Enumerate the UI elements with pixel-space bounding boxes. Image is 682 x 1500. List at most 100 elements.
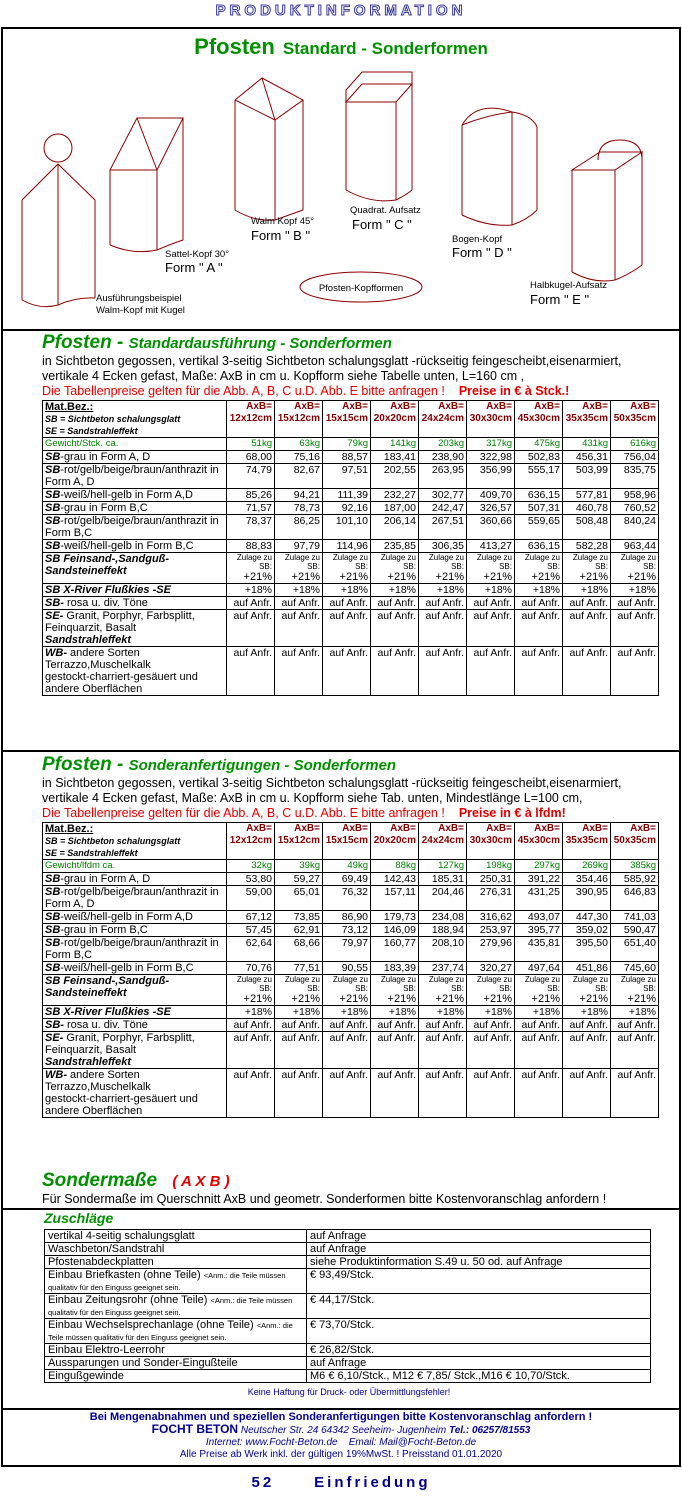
surcharge-label: Einbau Wechselsprechanlage (ohne Teile) …	[44, 1318, 307, 1344]
section-line: in Sichtbeton gegossen, vertikal 3-seiti…	[42, 776, 622, 790]
row-tail: Sandstrahleffekt	[45, 634, 131, 646]
row-cell: auf Anfr.	[226, 1031, 275, 1069]
column-size: 35x35cm	[565, 835, 608, 846]
row-cell: 74,79	[226, 463, 275, 489]
column-prefix: AxB=	[246, 401, 272, 412]
row-lead: SB Feinsand-,Sandguß-Sandsteineffekt	[45, 553, 170, 577]
table-row: SB-rot/gelb/beige/braun/anthrazit in For…	[42, 463, 659, 489]
cell-value: +21%	[243, 571, 272, 583]
column-size: 12x12cm	[229, 413, 272, 424]
surcharge-label: Eingußgewinde	[44, 1369, 307, 1383]
column-head: AxB= 30x30cm	[466, 822, 515, 860]
row-cell: 157,11	[370, 885, 419, 911]
row-cell: 86,90	[322, 910, 371, 924]
row-cell: auf Anfr.	[562, 646, 611, 696]
row-cell: 646,83	[610, 885, 659, 911]
table-row: SB-weiß/hell-gelb in Form A,D 67,12 73,85 8…	[42, 910, 659, 924]
row-cell: Zulage zu SB: +21%	[610, 974, 659, 1006]
row-cell: 187,00	[370, 501, 419, 515]
column-head: AxB= 20x20cm	[370, 400, 419, 438]
row-lead: SB-	[45, 1019, 64, 1031]
row-lead: SB	[45, 464, 61, 476]
column-head: AxB= 45x30cm	[514, 400, 563, 438]
column-size: 12x12cm	[229, 835, 272, 846]
row-cell: 242,47	[418, 501, 467, 515]
row-label: SB-grau in Form B,C	[42, 923, 227, 937]
cell-note: Zulage zu SB:	[572, 553, 608, 571]
row-label: SB Feinsand-,Sandguß-Sandsteineffekt	[42, 552, 227, 584]
row-cell: +18%	[562, 1005, 611, 1019]
row-cell: 460,78	[562, 501, 611, 515]
row-cell: 760,52	[610, 501, 659, 515]
row-cell: auf Anfr.	[370, 596, 419, 610]
cell-value: +21%	[579, 993, 608, 1005]
row-cell: auf Anfr.	[226, 609, 275, 647]
row-label: SB-weiß/hell-gelb in Form A,D	[42, 488, 227, 502]
table-row: SB X-River Flußkies -SE +18% +18% +18% +18% +…	[42, 583, 659, 597]
row-cell: Zulage zu SB: +21%	[514, 552, 563, 584]
row-cell: auf Anfr.	[370, 646, 419, 696]
table-row: SB-rot/gelb/beige/braun/anthrazit in For…	[42, 885, 659, 911]
column-head: AxB= 50x35cm	[610, 822, 659, 860]
table-head: Mat.Bez.: SB = Sichtbeton schalungsglatt S…	[42, 400, 659, 438]
column-prefix: AxB=	[630, 823, 656, 834]
row-cell: 73,85	[274, 910, 323, 924]
head-title: Mat.Bez.:	[45, 823, 94, 835]
row-cell: +18%	[514, 1005, 563, 1019]
row-cell: 101,10	[322, 514, 371, 540]
post-drawings	[21, 71, 644, 308]
cell-value: +21%	[291, 993, 320, 1005]
table-row: SE- Granit, Porphyr, Farbsplitt, Feinqua…	[42, 609, 659, 647]
row-cell: Zulage zu SB: +21%	[226, 974, 275, 1006]
row-cell: 73,12	[322, 923, 371, 937]
divider	[3, 1208, 679, 1210]
row-cell: auf Anfr.	[322, 1068, 371, 1118]
row-lead: SB	[45, 515, 61, 527]
column-prefix: AxB=	[294, 401, 320, 412]
form-name: Form " C "	[352, 217, 412, 232]
row-cell: auf Anfr.	[562, 596, 611, 610]
row-cell: 360,66	[466, 514, 515, 540]
row-label: SB-rot/gelb/beige/braun/anthrazit in For…	[42, 514, 227, 540]
row-cell: auf Anfr.	[274, 646, 323, 696]
column-head: AxB= 15x12cm	[274, 822, 323, 860]
row-label: SB-grau in Form A, D	[42, 872, 227, 886]
row-cell: 70,76	[226, 961, 275, 975]
row-cell: 391,22	[514, 872, 563, 886]
price-unit: Preise in € à Stck.!	[458, 384, 570, 398]
row-label: SB- rosa u. div. Töne	[42, 596, 227, 610]
row-label: SB Feinsand-,Sandguß-Sandsteineffekt	[42, 974, 227, 1006]
email: Email: Mail@Focht-Beton.de	[348, 1437, 477, 1448]
surcharge-row: Einbau Wechselsprechanlage (ohne Teile) …	[44, 1318, 651, 1344]
row-cell: 559,65	[514, 514, 563, 540]
table-row: SB Feinsand-,Sandguß-Sandsteineffekt Zula…	[42, 974, 659, 1006]
sondermasse-title: Sondermaße	[42, 1170, 158, 1191]
row-lead: SB	[45, 911, 61, 923]
row-cell: 253,97	[466, 923, 515, 937]
row-cell: auf Anfr.	[370, 609, 419, 647]
row-cell: 71,57	[226, 501, 275, 515]
row-cell: 250,31	[466, 872, 515, 886]
row-cell: 636,15	[514, 539, 563, 553]
internet: Internet: www.Focht-Beton.de	[205, 1437, 338, 1448]
footer-request: Bei Mengenabnahmen und speziellen Sonder…	[89, 1411, 593, 1423]
column-size: 15x15cm	[325, 413, 368, 424]
row-cell: auf Anfr.	[610, 596, 659, 610]
row-text: andere Sorten Terrazzo,Muschelkalk	[45, 647, 151, 671]
row-text: -weiß/hell-gelb in Form A,D	[60, 911, 193, 923]
row-cell: auf Anfr.	[562, 1018, 611, 1032]
row-cell: auf Anfr.	[514, 1018, 563, 1032]
cell-value: +21%	[483, 571, 512, 583]
row-cell: auf Anfr.	[274, 1031, 323, 1069]
sondermasse: Sondermaße ( A X B ) Für Sondermaße im Q…	[42, 1170, 662, 1207]
row-tail: gestockt-charriert-gesäuert und andere O…	[45, 1093, 198, 1117]
row-cell: auf Anfr.	[466, 646, 515, 696]
row-cell: auf Anfr.	[418, 1018, 467, 1032]
example-label: Ausführungsbeispiel	[96, 293, 182, 304]
row-cell: 68,66	[274, 936, 323, 962]
row-cell: 69,49	[322, 872, 371, 886]
row-cell: Zulage zu SB: +21%	[466, 974, 515, 1006]
row-cell: 235,85	[370, 539, 419, 553]
surcharge-text: vertikal 4-seitig schalungsglatt	[48, 1230, 195, 1242]
divider	[3, 329, 679, 331]
